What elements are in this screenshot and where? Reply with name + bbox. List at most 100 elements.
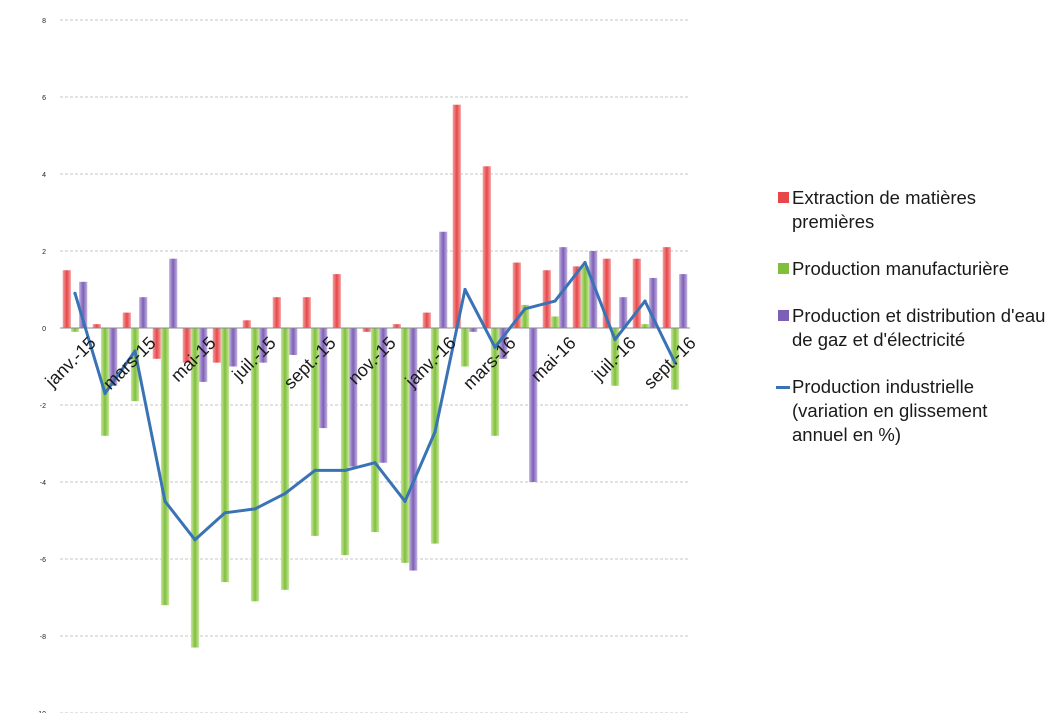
bar xyxy=(469,328,478,332)
legend-swatch-red xyxy=(778,192,789,203)
x-tick-label: janv.-15 xyxy=(41,333,100,392)
bar xyxy=(302,297,311,328)
bar xyxy=(212,328,221,363)
bar xyxy=(529,328,538,482)
bar xyxy=(662,247,671,328)
legend-item-manufacturiere: Production manufacturière xyxy=(778,257,1048,281)
bar xyxy=(100,328,110,436)
bar xyxy=(619,297,628,328)
line-point xyxy=(343,468,347,473)
y-tick-label: 6 xyxy=(42,95,46,102)
bar xyxy=(670,328,680,390)
line-point xyxy=(253,507,257,511)
bar xyxy=(610,328,620,386)
legend: Extraction de matières premières Product… xyxy=(776,186,1048,470)
line-point xyxy=(613,337,617,342)
x-axis-ticks: janv.-15 mars-15 mai-15 juil.-15 sept.-15 nov… xyxy=(41,333,700,394)
bar xyxy=(259,328,268,363)
bar xyxy=(452,104,461,328)
bar xyxy=(379,328,388,463)
y-tick-label: 0 xyxy=(42,326,46,333)
bar xyxy=(182,328,191,363)
bar xyxy=(580,266,590,328)
bar xyxy=(280,328,290,590)
bar xyxy=(340,328,350,556)
line-point xyxy=(313,468,317,473)
bar xyxy=(62,270,71,328)
bar xyxy=(289,328,298,355)
bar xyxy=(109,328,118,386)
line-series xyxy=(73,260,677,542)
bar xyxy=(589,251,598,328)
bar xyxy=(220,328,230,583)
bar xyxy=(572,266,581,328)
bar xyxy=(362,328,371,332)
line-point xyxy=(583,260,587,265)
legend-item-production-industrielle: Production industrielle (variation en gl… xyxy=(776,375,1048,447)
y-tick-label: -4 xyxy=(40,480,46,487)
bar xyxy=(392,324,401,328)
line-point xyxy=(493,345,497,349)
y-tick-label: -8 xyxy=(40,634,46,641)
bar xyxy=(152,328,161,359)
bar xyxy=(130,328,140,402)
legend-swatch-green xyxy=(778,263,789,274)
legend-item-extraction: Extraction de matières premières xyxy=(778,186,1048,234)
bar xyxy=(319,328,328,429)
bar xyxy=(550,316,560,328)
bar xyxy=(310,328,320,536)
bar xyxy=(602,258,611,328)
line-point xyxy=(523,307,527,311)
bar xyxy=(250,328,260,602)
bars xyxy=(62,104,688,648)
y-tick-label: -10 xyxy=(36,711,46,713)
bar xyxy=(190,328,200,648)
legend-label: Extraction de matières premières xyxy=(792,187,977,232)
bar xyxy=(559,247,568,328)
bar xyxy=(490,328,500,436)
bar xyxy=(679,274,688,328)
bar xyxy=(370,328,380,533)
bar xyxy=(272,297,281,328)
bar xyxy=(242,320,251,328)
bar xyxy=(649,277,658,328)
line-point xyxy=(193,538,197,542)
line-point xyxy=(133,349,137,353)
bar xyxy=(409,328,418,571)
y-tick-label: 2 xyxy=(42,249,46,256)
bar xyxy=(520,304,530,328)
bar xyxy=(640,324,650,328)
bar xyxy=(632,258,641,328)
legend-label: Production et distribution d'eau de gaz … xyxy=(792,305,1046,350)
y-tick-label: 4 xyxy=(42,172,46,179)
bar xyxy=(400,328,410,563)
bar xyxy=(169,258,178,328)
legend-label: Production manufacturière xyxy=(792,258,1009,279)
bar xyxy=(92,324,101,328)
line-point xyxy=(373,461,377,465)
y-tick-label: 8 xyxy=(42,18,46,25)
bar xyxy=(482,166,491,328)
line-point xyxy=(73,291,77,295)
bar xyxy=(122,312,131,328)
legend-swatch-purple xyxy=(778,310,789,321)
line-point xyxy=(463,287,467,292)
line-point xyxy=(103,391,107,396)
line-point xyxy=(283,491,287,496)
bar xyxy=(332,274,341,328)
line-point xyxy=(643,299,647,303)
y-tick-label: -2 xyxy=(40,403,46,410)
legend-item-eau-gaz-electricite: Production et distribution d'eau de gaz … xyxy=(778,304,1048,352)
bar xyxy=(139,297,148,328)
bar xyxy=(512,262,521,328)
bar xyxy=(439,231,448,328)
bar xyxy=(79,281,88,328)
chart-area: -10 -8 -6 -4 -2 0 2 4 6 8 janv.-15mars-15mai-15ju… xyxy=(36,18,700,713)
line-point xyxy=(403,499,407,503)
legend-line-blue xyxy=(776,386,790,389)
line-point xyxy=(553,299,557,303)
bar xyxy=(460,328,470,367)
bar xyxy=(430,328,440,544)
bar xyxy=(499,328,508,359)
y-axis-ticks: -10 -8 -6 -4 -2 0 2 4 6 8 xyxy=(36,18,46,713)
